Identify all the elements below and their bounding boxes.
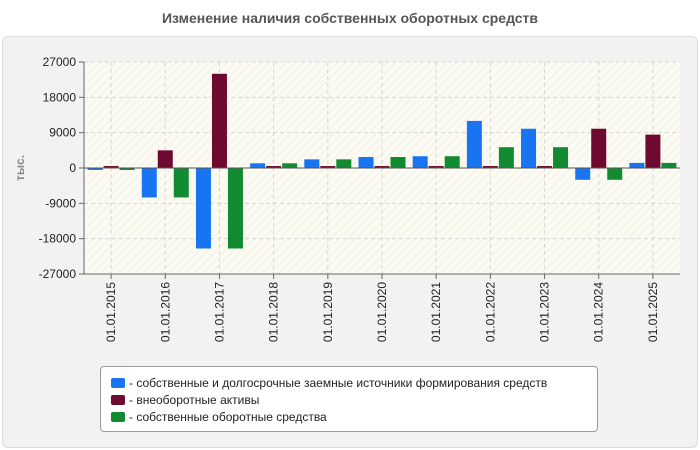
bar-series-2-4 xyxy=(336,159,352,168)
y-tick-label: 9000 xyxy=(49,126,76,140)
bar-series-0-2 xyxy=(195,168,211,249)
bar-series-0-4 xyxy=(304,159,320,168)
legend-label-sources: - собственные и долгосрочные заемные ист… xyxy=(129,375,548,390)
legend-item-working-capital: - собственные оборотные средства xyxy=(111,408,597,425)
bar-series-1-10 xyxy=(645,134,661,168)
bar-series-0-9 xyxy=(575,168,591,180)
legend-swatch-working-capital xyxy=(111,411,125,422)
x-tick-label: 01.01.2021 xyxy=(429,282,443,342)
bar-series-0-10 xyxy=(629,162,645,168)
bar-series-1-5 xyxy=(374,166,390,168)
y-tick-label: -9000 xyxy=(45,196,76,210)
bar-series-2-3 xyxy=(282,163,298,168)
legend-label-working-capital: - собственные оборотные средства xyxy=(129,409,327,424)
x-tick-label: 01.01.2022 xyxy=(483,282,497,342)
y-tick-label: -27000 xyxy=(39,267,77,281)
chart-title: Изменение наличия собственных оборотных … xyxy=(161,10,539,26)
legend-label-noncurrent-assets: - внеоборотные активы xyxy=(129,392,260,407)
bar-series-2-9 xyxy=(607,168,623,180)
bar-series-1-6 xyxy=(428,166,444,168)
bar-series-2-5 xyxy=(390,157,406,168)
bar-series-2-2 xyxy=(227,168,243,249)
bar-series-1-4 xyxy=(320,166,336,168)
bar-series-2-6 xyxy=(444,156,460,168)
x-tick-label: 01.01.2019 xyxy=(321,282,335,342)
bar-series-0-3 xyxy=(250,163,266,168)
bar-series-0-0 xyxy=(87,168,103,170)
bar-series-0-1 xyxy=(141,168,157,198)
x-tick-label: 01.01.2025 xyxy=(646,282,660,342)
y-axis-label: тыс. xyxy=(13,155,27,181)
bar-series-1-2 xyxy=(211,73,227,168)
y-tick-label: 18000 xyxy=(43,90,77,104)
bar-series-0-7 xyxy=(466,120,482,168)
bar-series-1-0 xyxy=(103,166,119,168)
x-tick-label: 01.01.2017 xyxy=(212,282,226,342)
bar-series-1-8 xyxy=(537,166,553,168)
legend-item-noncurrent-assets: - внеоборотные активы xyxy=(111,391,597,408)
y-tick-label: -18000 xyxy=(39,232,77,246)
bar-series-0-6 xyxy=(412,156,428,168)
legend-swatch-noncurrent-assets xyxy=(111,394,125,405)
bar-series-1-1 xyxy=(157,150,173,168)
y-tick-label: 27000 xyxy=(43,55,77,69)
bar-series-1-9 xyxy=(591,128,607,168)
x-tick-label: 01.01.2020 xyxy=(375,282,389,342)
x-tick-label: 01.01.2023 xyxy=(538,282,552,342)
x-tick-label: 01.01.2018 xyxy=(267,282,281,342)
legend-item-sources: - собственные и долгосрочные заемные ист… xyxy=(111,374,597,391)
bar-series-1-3 xyxy=(266,166,282,168)
bar-series-0-8 xyxy=(521,128,537,168)
bar-series-2-1 xyxy=(173,168,189,198)
x-tick-label: 01.01.2024 xyxy=(592,282,606,342)
bar-series-0-5 xyxy=(358,157,374,168)
legend-swatch-sources xyxy=(111,377,125,388)
x-tick-label: 01.01.2016 xyxy=(158,282,172,342)
bar-series-2-0 xyxy=(119,168,135,170)
bar-series-2-8 xyxy=(553,147,569,168)
chart-legend: - собственные и долгосрочные заемные ист… xyxy=(100,366,598,432)
y-tick-label: 0 xyxy=(69,161,76,175)
bar-series-2-10 xyxy=(661,162,677,168)
x-tick-label: 01.01.2015 xyxy=(104,282,118,342)
bar-series-2-7 xyxy=(498,147,514,168)
bar-series-1-7 xyxy=(482,166,498,168)
